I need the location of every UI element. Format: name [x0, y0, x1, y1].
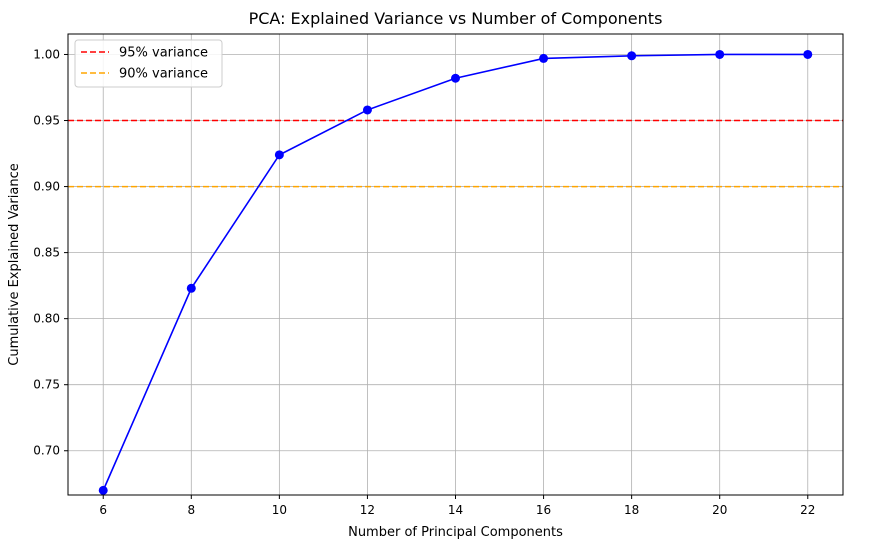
chart-title: PCA: Explained Variance vs Number of Com… — [249, 9, 663, 28]
y-tick-label: 0.95 — [33, 114, 60, 128]
y-tick-label: 0.80 — [33, 312, 60, 326]
data-point — [98, 485, 108, 495]
x-tick-label: 16 — [536, 503, 551, 517]
x-tick-label: 18 — [624, 503, 639, 517]
x-tick-label: 8 — [187, 503, 195, 517]
data-point — [451, 73, 460, 83]
legend-box — [74, 39, 223, 88]
y-tick-label: 0.90 — [33, 180, 60, 194]
reference-lines — [68, 119, 843, 188]
data-point — [274, 150, 284, 160]
data-point — [627, 51, 637, 61]
x-tick-label: 22 — [800, 503, 815, 517]
data-point — [715, 49, 725, 59]
data-point — [803, 49, 813, 59]
data-point — [186, 283, 196, 293]
y-tick-label: 0.75 — [33, 378, 60, 392]
x-tick-label: 20 — [712, 503, 727, 517]
legend-label: 95% variance — [119, 46, 208, 61]
x-tick-label: 12 — [360, 503, 375, 517]
data-point — [539, 53, 549, 63]
x-tick-label: 14 — [448, 503, 463, 517]
data-point — [362, 105, 372, 115]
x-tick-label: 6 — [99, 503, 107, 517]
x-tick-label: 10 — [272, 503, 287, 517]
y-tick-label: 1.00 — [33, 47, 60, 61]
y-tick-label: 0.70 — [33, 444, 60, 458]
legend: 95% variance 90% variance — [74, 39, 223, 88]
series — [98, 49, 813, 495]
legend-label: 90% variance — [119, 67, 208, 82]
y-axis: 0.70 0.75 0.80 0.85 0.90 0.95 1.00 — [33, 47, 68, 458]
x-axis-title: Number of Principal Components — [348, 525, 563, 540]
x-axis: 6 8 10 12 14 16 18 20 22 — [99, 495, 815, 517]
y-axis-title: Cumulative Explained Variance — [7, 163, 22, 365]
y-tick-label: 0.85 — [33, 246, 60, 260]
